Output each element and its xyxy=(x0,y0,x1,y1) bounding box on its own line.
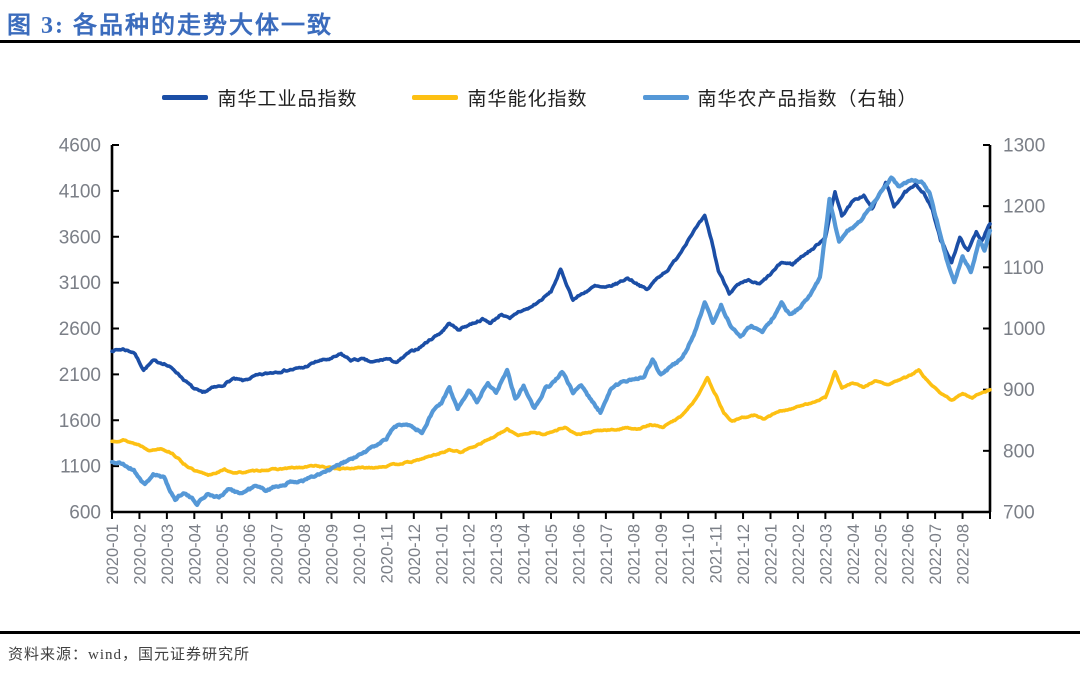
legend-swatch-energy-line xyxy=(412,95,459,100)
legend-label-industrial: 南华工业品指数 xyxy=(217,89,358,110)
legend-item-agricultural-index: 南华农产品指数（右轴） xyxy=(642,84,918,111)
svg-text:1300: 1300 xyxy=(1003,136,1045,157)
x-tick-label: 2020-11 xyxy=(378,524,396,583)
x-tick-label: 2021-01 xyxy=(433,524,451,585)
x-tick-label: 2022-04 xyxy=(845,524,863,585)
x-tick-label: 2021-04 xyxy=(516,524,534,585)
svg-text:700: 700 xyxy=(1003,503,1035,524)
x-tick-label: 2020-05 xyxy=(214,524,232,585)
x-tick-label: 2021-09 xyxy=(653,524,671,585)
x-tick-label: 2021-10 xyxy=(680,524,698,585)
x-tick-label: 2020-04 xyxy=(186,524,204,585)
footer-divider xyxy=(0,631,1080,634)
x-tick-label: 2022-08 xyxy=(955,524,973,585)
svg-text:1000: 1000 xyxy=(1003,319,1045,340)
y-axis-left: 4600 4100 3600 3100 2600 2100 1600 1100 600 xyxy=(59,136,119,524)
x-tick-label: 2021-06 xyxy=(570,524,588,585)
svg-text:600: 600 xyxy=(69,503,101,524)
x-tick-label: 2020-01 xyxy=(104,524,122,585)
y-axis-right: 1300 1200 1100 1000 900 800 700 xyxy=(983,136,1045,524)
x-tick-label: 2022-03 xyxy=(817,524,835,585)
legend-swatch-agricultural-line xyxy=(642,95,689,100)
legend-swatch-industrial-line xyxy=(162,95,209,100)
figure-title: 图 3: 各品种的走势大体一致 xyxy=(7,13,333,39)
title-divider xyxy=(0,40,1080,43)
series-line-0 xyxy=(110,180,992,394)
x-tick-label: 2020-03 xyxy=(159,524,177,585)
x-tick-label: 2021-02 xyxy=(461,524,479,585)
svg-text:900: 900 xyxy=(1003,380,1035,401)
x-tick-label: 2022-06 xyxy=(900,524,918,585)
svg-text:1100: 1100 xyxy=(60,457,101,478)
legend-item-energy-chemical-index: 南华能化指数 xyxy=(412,84,587,111)
x-tick-label: 2020-10 xyxy=(351,524,369,585)
series-line-1 xyxy=(110,368,992,477)
x-tick-label: 2021-05 xyxy=(543,524,561,585)
x-tick-label: 2022-07 xyxy=(927,524,945,585)
line-chart: 4600410036003100260021001600110060013001… xyxy=(59,136,1046,585)
x-tick-label: 2022-02 xyxy=(790,524,808,585)
x-tick-label: 2021-08 xyxy=(625,524,643,585)
svg-text:3600: 3600 xyxy=(59,227,101,248)
svg-text:800: 800 xyxy=(1003,441,1035,462)
legend-label-agricultural: 南华农产品指数（右轴） xyxy=(697,89,918,110)
x-tick-label: 2021-03 xyxy=(488,524,506,585)
x-axis: 2020-01 2020-02 2020-03 2020-04 2020-05 2020-… xyxy=(104,512,991,585)
x-tick-label: 2020-06 xyxy=(241,524,259,585)
svg-text:1200: 1200 xyxy=(1003,197,1045,218)
x-tick-label: 2020-02 xyxy=(131,524,149,585)
svg-text:4600: 4600 xyxy=(59,136,101,157)
svg-text:4100: 4100 xyxy=(59,181,101,202)
x-tick-label: 2020-09 xyxy=(324,524,342,585)
svg-text:1100: 1100 xyxy=(1003,258,1044,279)
x-tick-label: 2022-05 xyxy=(872,524,890,585)
x-tick-label: 2021-07 xyxy=(598,524,616,585)
chart-legend: 南华工业品指数 南华能化指数 南华农产品指数（右轴） xyxy=(0,84,1080,111)
source-note: 资料来源：wind，国元证券研究所 xyxy=(8,647,251,663)
legend-item-industrial-index: 南华工业品指数 xyxy=(162,84,357,111)
x-tick-label: 2021-12 xyxy=(735,524,753,585)
x-tick-label: 2020-07 xyxy=(269,524,287,585)
svg-text:1600: 1600 xyxy=(59,411,101,432)
x-tick-label: 2020-08 xyxy=(296,524,314,585)
svg-text:2100: 2100 xyxy=(59,365,101,386)
x-tick-label: 2020-12 xyxy=(406,524,424,585)
series-line-2 xyxy=(109,175,993,508)
svg-text:3100: 3100 xyxy=(59,273,101,294)
x-tick-label: 2022-01 xyxy=(763,524,781,585)
x-tick-label: 2021-11 xyxy=(708,524,726,583)
legend-label-energy: 南华能化指数 xyxy=(467,89,588,110)
svg-text:2600: 2600 xyxy=(59,319,101,340)
